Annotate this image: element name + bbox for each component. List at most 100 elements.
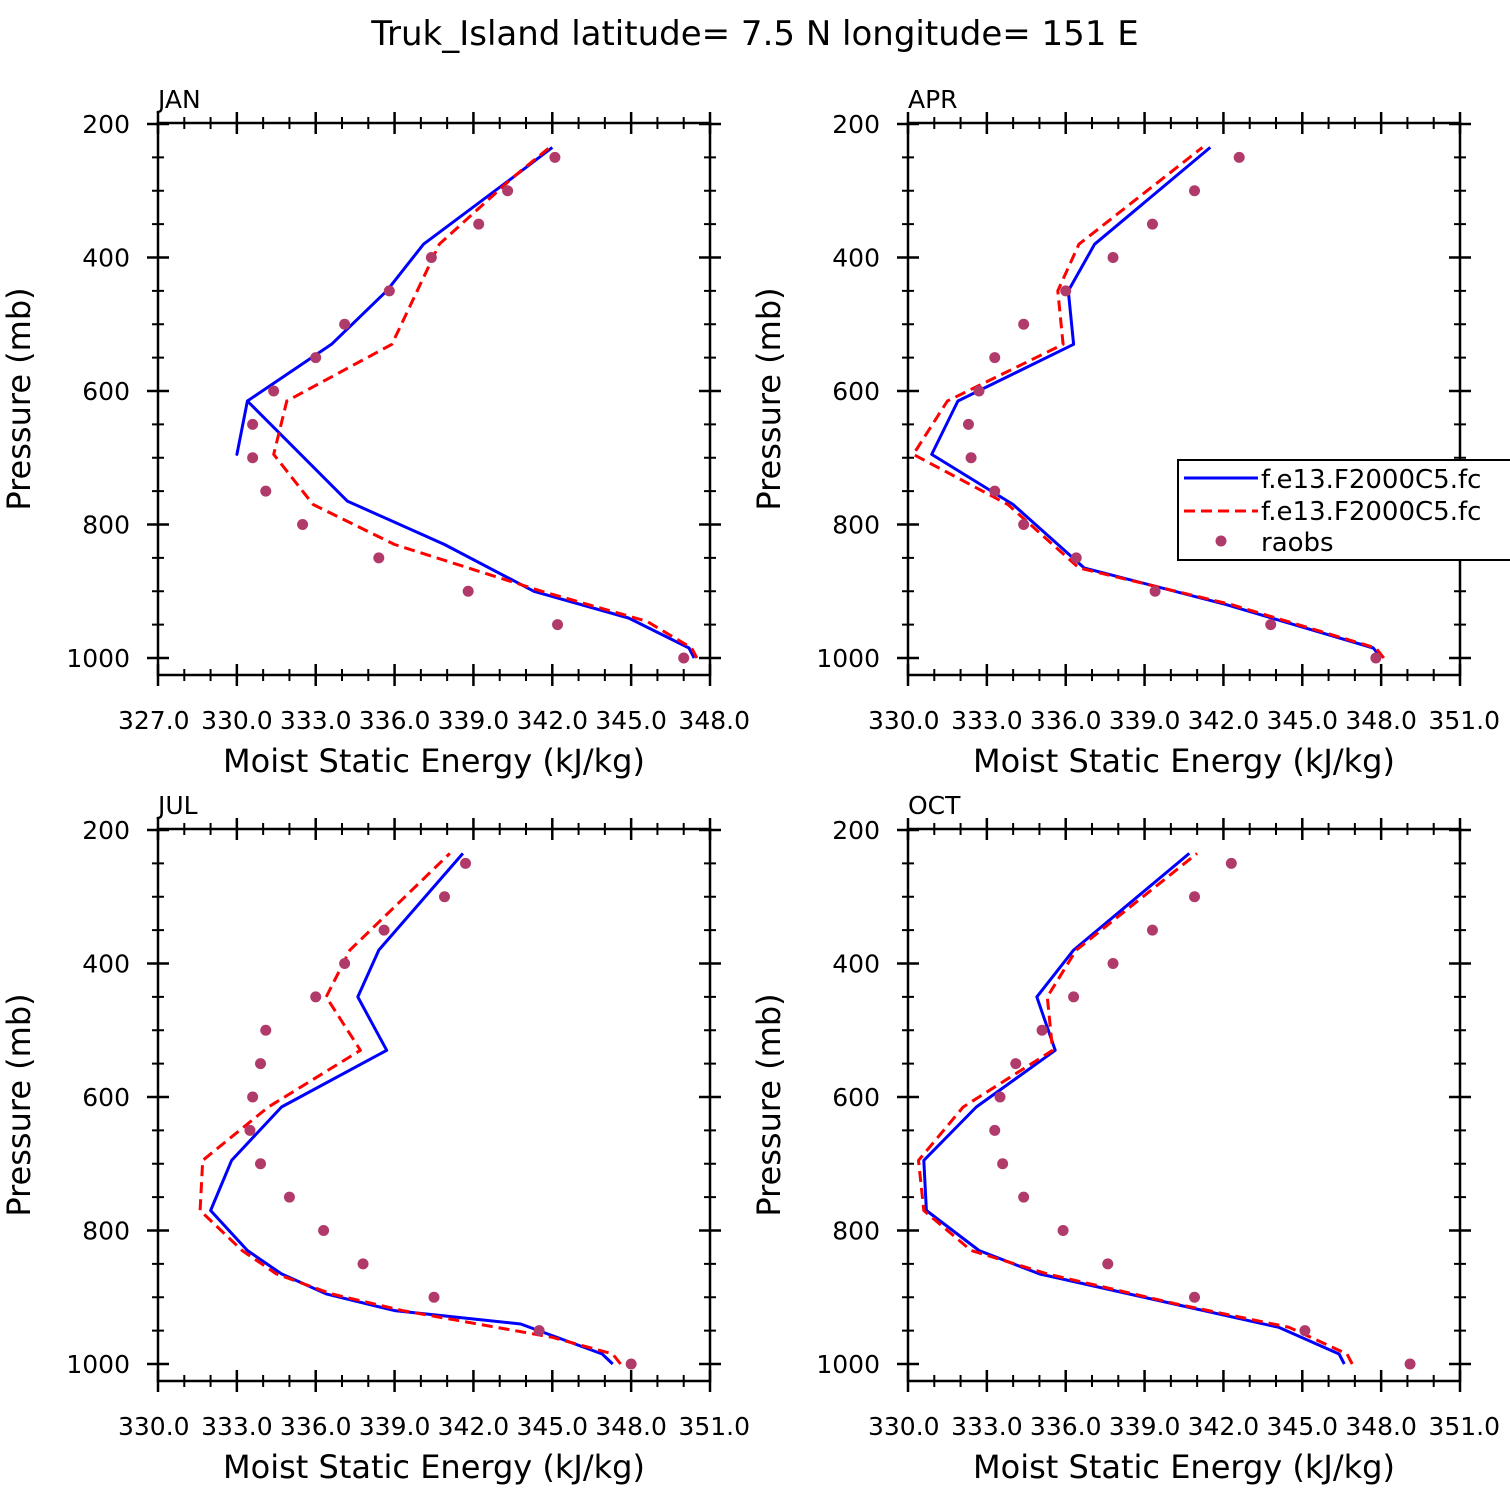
raobs-point [549, 151, 561, 163]
y-tick-label: 800 [832, 511, 880, 540]
y-tick-label: 600 [82, 1083, 130, 1112]
raobs-point [1146, 924, 1158, 936]
raobs-point [339, 318, 351, 330]
raobs-point [962, 418, 974, 430]
y-tick-label: 800 [832, 1217, 880, 1246]
y-tick-label: 400 [82, 244, 130, 273]
raobs-point [439, 891, 451, 903]
series-dashed-line [911, 146, 1385, 659]
raobs-point [1068, 991, 1080, 1003]
x-axis-label: Moist Static Energy (kJ/kg) [973, 742, 1395, 780]
x-tick-label: 345.0 [516, 1412, 588, 1441]
plot-frame [906, 827, 1462, 1383]
x-tick-label: 333.0 [951, 1412, 1023, 1441]
y-tick-label: 200 [832, 816, 880, 845]
legend-label-raobs: raobs [1261, 528, 1334, 558]
panel-apr: 330.0 333.0 336.0 339.0 342.0 345.0 348.0 351.0… [750, 85, 1500, 780]
x-axis-label: Moist Static Energy (kJ/kg) [223, 1448, 645, 1486]
panels: 327.0 330.0 333.0 336.0 339.0 342.0 345.0 348.0… [0, 85, 1500, 1486]
raobs-point [997, 1158, 1009, 1170]
y-tick-label: 1000 [816, 644, 880, 673]
raobs-point [1189, 185, 1201, 197]
raobs-point [244, 1124, 256, 1136]
raobs-point [989, 1124, 1001, 1136]
y-tick-label: 1000 [66, 644, 130, 673]
raobs-point [339, 958, 351, 969]
x-tick-label: 336.0 [280, 1412, 352, 1441]
series-dashed-line [272, 146, 699, 659]
raobs-point [994, 1091, 1006, 1103]
x-tick-label: 339.0 [438, 706, 510, 735]
raobs-point [357, 1258, 369, 1270]
x-tick-label: 342.0 [438, 1412, 510, 1441]
raobs-point [1189, 891, 1201, 903]
y-axis-label: Pressure (mb) [750, 287, 788, 510]
raobs-point [1299, 1325, 1311, 1337]
x-tick-label: 351.0 [678, 1412, 750, 1441]
raobs-point [678, 652, 690, 664]
raobs-point [1060, 285, 1072, 297]
raobs-point [1018, 318, 1030, 330]
x-tick-label: 345.0 [595, 706, 667, 735]
raobs-point [268, 385, 280, 397]
x-tick-label: 333.0 [280, 706, 352, 735]
raobs-point [1404, 1358, 1416, 1370]
panel-label: APR [908, 85, 958, 114]
x-tick-label: 342.0 [1188, 706, 1260, 735]
legend-label-dashed: f.e13.F2000C5.fc [1261, 497, 1481, 527]
series-solid-line [235, 146, 696, 659]
raobs-point [552, 619, 564, 631]
x-tick-label: 336.0 [1030, 1412, 1102, 1441]
raobs-point [283, 1191, 295, 1203]
plot-area [917, 852, 1416, 1370]
x-axis-label: Moist Static Energy (kJ/kg) [223, 742, 645, 780]
panel-label: OCT [908, 791, 961, 820]
y-tick-label: 400 [832, 244, 880, 273]
plot-frame [156, 827, 712, 1383]
raobs-point [625, 1358, 637, 1370]
raobs-point [428, 1291, 440, 1303]
raobs-point [1225, 857, 1237, 869]
y-axis-label: Pressure (mb) [0, 287, 38, 510]
y-tick-label: 200 [82, 816, 130, 845]
raobs-point [378, 924, 390, 936]
y-tick-label: 200 [832, 110, 880, 139]
raobs-point [318, 1225, 330, 1236]
x-tick-label: 351.0 [1428, 706, 1500, 735]
x-tick-label: 348.0 [1345, 1412, 1417, 1441]
raobs-point [460, 857, 472, 869]
raobs-point [247, 452, 259, 464]
x-tick-label: 330.0 [201, 706, 273, 735]
y-tick-label: 200 [82, 110, 130, 139]
raobs-point [1010, 1058, 1022, 1070]
y-tick-label: 400 [832, 950, 880, 979]
legend-raobs-marker [1215, 535, 1227, 547]
raobs-point [989, 352, 1001, 364]
raobs-point [1370, 652, 1382, 664]
x-tick-label: 342.0 [1188, 1412, 1260, 1441]
raobs-point [310, 991, 322, 1003]
panel-label: JUL [156, 791, 198, 820]
plot-area [198, 852, 637, 1370]
x-tick-label: 336.0 [1030, 706, 1102, 735]
raobs-point [502, 185, 514, 197]
x-tick-label: 339.0 [1109, 706, 1181, 735]
panel-jul: 330.0 333.0 336.0 339.0 342.0 345.0 348.0 351.0… [0, 791, 750, 1486]
panel-jan: 327.0 330.0 333.0 336.0 339.0 342.0 345.0 348.0… [0, 85, 750, 780]
raobs-point [1057, 1225, 1069, 1236]
raobs-point [373, 552, 385, 564]
x-tick-label: 330.0 [868, 1412, 940, 1441]
x-tick-label: 339.0 [1109, 1412, 1181, 1441]
raobs-point [1149, 585, 1161, 597]
y-tick-label: 800 [82, 1217, 130, 1246]
x-tick-label: 345.0 [1266, 706, 1338, 735]
y-tick-label: 600 [832, 1083, 880, 1112]
raobs-point [1233, 151, 1245, 163]
y-axis-label: Pressure (mb) [0, 993, 38, 1216]
x-tick-label: 330.0 [868, 706, 940, 735]
plot-frame [156, 121, 712, 677]
raobs-point [1070, 552, 1082, 564]
raobs-point [425, 252, 437, 263]
raobs-point [255, 1158, 267, 1170]
legend-label-solid: f.e13.F2000C5.fc [1261, 465, 1481, 495]
